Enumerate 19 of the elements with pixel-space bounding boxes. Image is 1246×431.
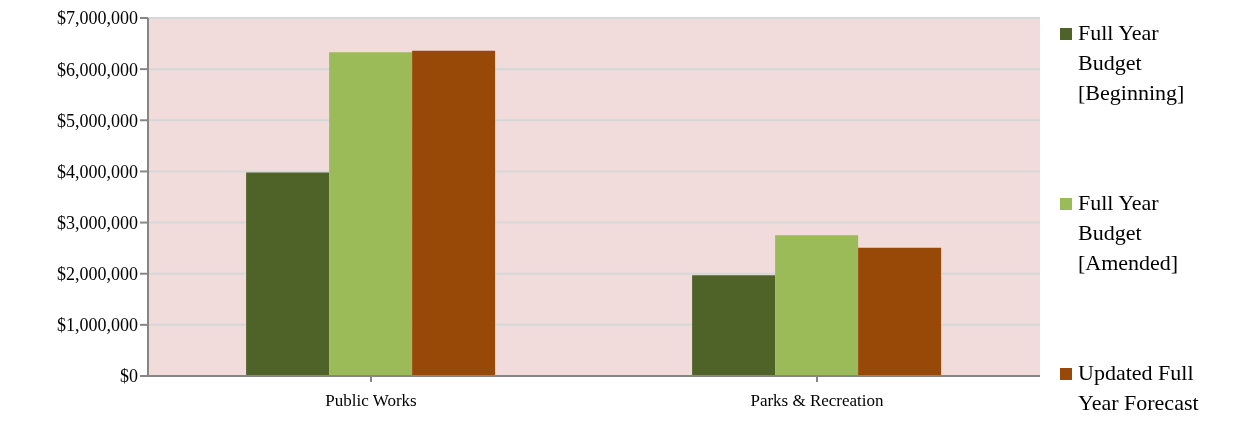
y-tick-label: $4,000,000 xyxy=(57,161,138,182)
y-tick-label: $1,000,000 xyxy=(57,315,138,336)
y-tick-label: $0 xyxy=(120,366,138,387)
legend-label: Full Year Budget [Beginning] xyxy=(1078,19,1186,107)
bar xyxy=(246,172,330,376)
legend-label: Updated Full Year Forecast xyxy=(1078,359,1200,417)
y-tick-label: $2,000,000 xyxy=(57,264,138,285)
bar xyxy=(775,235,859,376)
bar xyxy=(692,275,776,376)
legend-label: Full Year Budget [Amended] xyxy=(1078,189,1180,277)
bar xyxy=(858,247,942,376)
x-tick-label: Public Works xyxy=(325,391,417,411)
y-tick-label: $3,000,000 xyxy=(57,212,138,233)
y-tick-label: $7,000,000 xyxy=(57,8,138,29)
y-tick-label: $6,000,000 xyxy=(57,59,138,80)
bar xyxy=(329,52,413,376)
x-tick-label: Parks & Recreation xyxy=(750,391,885,411)
y-tick-label: $5,000,000 xyxy=(57,110,138,131)
bar xyxy=(412,50,496,376)
